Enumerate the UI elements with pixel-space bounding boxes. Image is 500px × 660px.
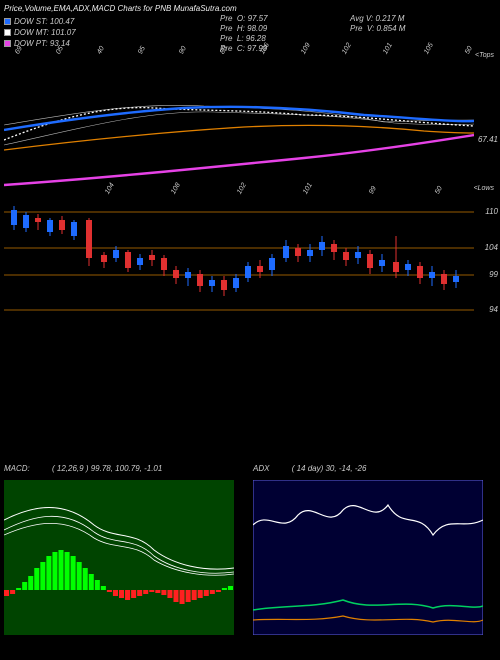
tops-label: <Tops xyxy=(475,52,494,59)
ohlc-high: 98.09 xyxy=(247,24,267,33)
ohlc-open: 97.57 xyxy=(248,14,268,23)
adx-panel: ADX ( 14 day) 30, -14, -26 xyxy=(253,480,496,650)
ema-right-value: 67.41 xyxy=(478,135,498,144)
lows-label: <Lows xyxy=(474,185,494,192)
chart-title: Price,Volume,EMA,ADX,MACD Charts for PNB… xyxy=(4,4,237,13)
adx-chart xyxy=(253,480,483,635)
ohlc-low: 96.28 xyxy=(246,34,266,43)
macd-params: ( 12,26,9 ) 99.78, 100.79, -1.01 xyxy=(52,464,162,473)
legend: DOW ST: 100.47DOW MT: 101.07DOW PT: 93.1… xyxy=(4,16,76,49)
macd-label: MACD: xyxy=(4,464,30,473)
macd-panel: MACD: ( 12,26,9 ) 99.78, 100.79, -1.01 xyxy=(4,480,247,650)
adx-params: ( 14 day) 30, -14, -26 xyxy=(292,464,367,473)
volume-info: Avg V: 0.217 M Pre V: 0.854 M xyxy=(350,14,405,34)
ema-panel: 69054095908010610910210110550 <Tops 67.4… xyxy=(4,60,496,190)
avg-volume: 0.217 M xyxy=(376,14,405,23)
indicators-row: MACD: ( 12,26,9 ) 99.78, 100.79, -1.01 A… xyxy=(4,480,496,650)
prev-volume: 0.854 M xyxy=(377,24,406,33)
candlestick-chart xyxy=(4,200,474,320)
candle-panel: 1041081021019950 1101049994 xyxy=(4,200,496,320)
adx-label: ADX xyxy=(253,464,269,473)
ema-chart xyxy=(4,60,474,190)
macd-chart xyxy=(4,480,234,635)
